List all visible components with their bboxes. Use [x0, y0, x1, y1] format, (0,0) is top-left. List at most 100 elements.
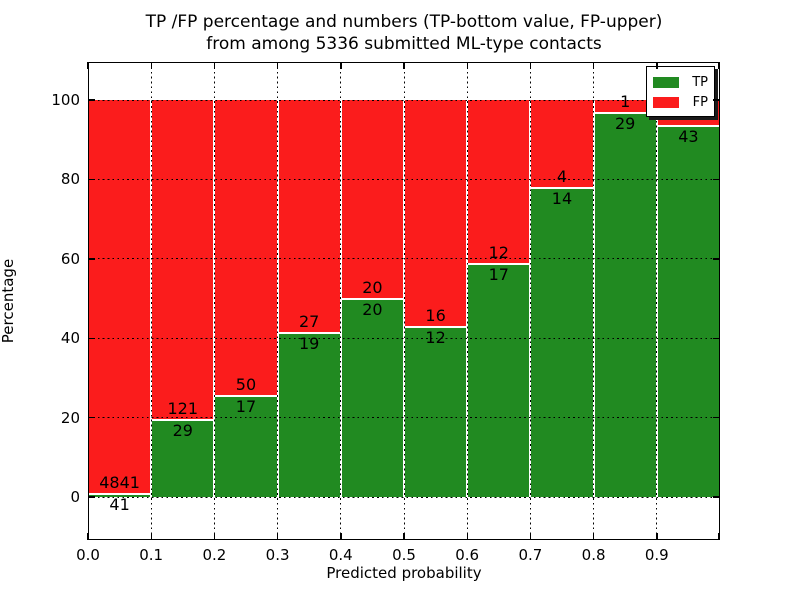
y-tick-label: 80 — [60, 170, 80, 189]
bar-boundary-edge — [530, 187, 594, 190]
bar-boundary-edge — [340, 297, 404, 300]
x-tick-label: 0.5 — [392, 546, 416, 564]
y-tick-mark-right — [713, 99, 720, 101]
gridline-horizontal — [88, 258, 720, 260]
y-tick-mark-right — [713, 416, 720, 419]
bar-segment-fp — [151, 100, 215, 421]
tp-count-label: 43 — [678, 126, 699, 146]
bar-segment-fp — [277, 100, 341, 334]
y-tick-label: 40 — [60, 329, 80, 348]
gridline-vertical — [213, 62, 215, 540]
x-tick-mark-top — [656, 62, 658, 69]
legend-item-tp: TP — [653, 72, 708, 92]
x-tick-label: 0.0 — [76, 546, 100, 564]
x-tick-mark-top — [403, 62, 405, 69]
tp-count-label: 29 — [615, 114, 636, 134]
bar-boundary-edge — [214, 395, 278, 398]
tp-count-label: 19 — [299, 334, 320, 354]
fp-count-label: 121 — [167, 399, 199, 419]
fp-count-label: 50 — [235, 375, 257, 395]
tp-count-label: 29 — [172, 421, 193, 441]
bar-boundary-edge — [277, 332, 341, 335]
bar-segment-tp — [214, 396, 278, 497]
plot-area: 4841411212950172719202016121217414129343… — [51, 62, 720, 564]
y-tick-mark-right — [713, 496, 720, 498]
bar-segment-tp — [593, 113, 657, 497]
x-tick-mark — [276, 533, 279, 540]
x-tick-mark-top — [150, 62, 152, 69]
legend-label-fp: FP — [692, 94, 708, 110]
x-tick-mark — [656, 533, 658, 540]
gridline-vertical — [529, 62, 531, 540]
bar-boundary-edge — [467, 263, 531, 266]
y-axis-label: Percentage — [0, 258, 17, 344]
y-tick-mark — [88, 258, 95, 260]
y-tick-mark — [88, 496, 95, 498]
gridline-vertical — [593, 62, 595, 540]
bar-segment-fp — [467, 100, 531, 265]
x-tick-label: 0.3 — [265, 546, 290, 564]
legend-swatch-tp — [653, 76, 679, 88]
x-tick-mark-top — [340, 62, 342, 69]
legend-swatch-fp — [653, 96, 679, 108]
x-tick-mark — [529, 533, 532, 540]
x-tick-mark — [213, 533, 216, 540]
bar-segment-fp — [214, 100, 278, 397]
fp-count-label: 20 — [362, 277, 383, 297]
bar-boundary-edge — [656, 124, 720, 127]
fp-count-label: 27 — [299, 312, 320, 332]
y-tick-mark — [88, 178, 95, 181]
legend: TP FP — [646, 66, 715, 117]
x-tick-mark-top — [276, 62, 279, 69]
bar-boundary-edge — [404, 325, 468, 328]
x-tick-mark — [717, 533, 720, 540]
bar-boundary-edge — [151, 419, 215, 422]
y-tick-mark — [88, 337, 95, 339]
y-tick-mark — [88, 99, 95, 101]
tp-count-label: 17 — [235, 397, 257, 417]
x-tick-mark — [340, 533, 342, 540]
x-tick-mark — [403, 533, 405, 540]
fp-count-label: 4 — [556, 167, 568, 187]
y-tick-mark-right — [713, 258, 720, 260]
x-tick-label: 0.7 — [518, 546, 543, 564]
tp-count-label: 41 — [109, 494, 130, 514]
chart-title: TP /FP percentage and numbers (TP-bottom… — [88, 11, 720, 55]
bar-segment-tp — [88, 493, 152, 497]
x-tick-mark-top — [529, 62, 532, 69]
x-tick-mark-top — [592, 62, 595, 69]
tp-count-label: 12 — [425, 327, 446, 347]
x-tick-label: 0.8 — [581, 546, 606, 564]
bar-boundary-edge — [593, 112, 657, 115]
y-tick-label: 20 — [60, 408, 80, 427]
bar-segment-tp — [530, 188, 594, 497]
chart-title-line2: from among 5336 submitted ML-type contac… — [206, 34, 602, 54]
fp-count-label: 1 — [620, 92, 631, 112]
y-tick-label: 60 — [60, 249, 80, 268]
x-tick-mark — [87, 533, 89, 540]
y-tick-label: 0 — [70, 488, 80, 506]
bar-segment-tp — [467, 264, 531, 497]
x-tick-mark-top — [466, 62, 468, 69]
x-tick-mark — [466, 533, 468, 540]
gridline-vertical — [403, 62, 405, 540]
x-tick-label: 0.2 — [202, 546, 227, 564]
bar-segment-fp — [530, 100, 594, 189]
gridline-horizontal — [88, 417, 720, 419]
x-tick-label: 0.1 — [139, 546, 164, 564]
x-tick-mark-top — [717, 62, 720, 69]
gridline-vertical — [656, 62, 658, 540]
legend-item-fp: FP — [653, 92, 708, 112]
gridline-horizontal — [88, 496, 720, 498]
bar-boundary-edge — [88, 492, 152, 495]
x-axis-label: Predicted probability — [326, 564, 482, 582]
x-tick-mark — [150, 533, 152, 540]
tp-count-label: 20 — [362, 299, 383, 319]
x-tick-mark-top — [87, 62, 89, 69]
fp-count-label: 12 — [488, 243, 509, 263]
fp-count-label: 4841 — [99, 472, 140, 492]
x-tick-label: 0.9 — [644, 546, 669, 564]
bar-segment-tp — [656, 125, 720, 497]
x-tick-label: 0.4 — [328, 546, 353, 564]
